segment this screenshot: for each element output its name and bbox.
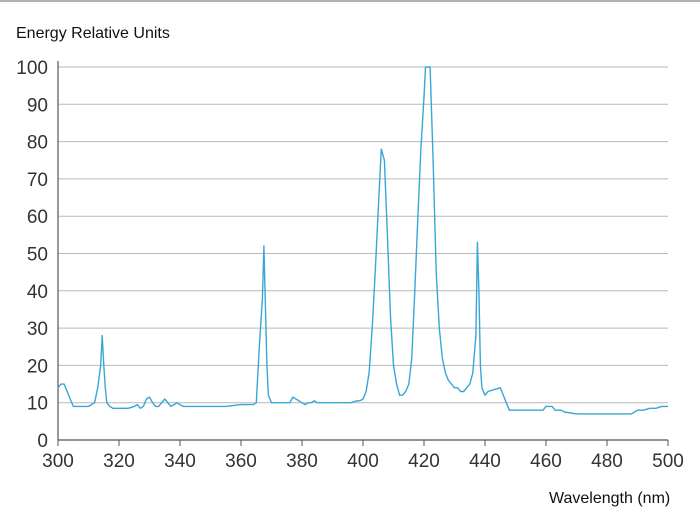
- x-tick-500: 500: [652, 451, 684, 472]
- x-tick-320: 320: [103, 451, 135, 472]
- y-tick-50: 50: [27, 245, 48, 266]
- spectrum-line-0: [57, 66, 668, 415]
- y-tick-10: 10: [27, 394, 48, 415]
- x-tick-400: 400: [347, 451, 379, 472]
- gridlines: [58, 66, 668, 404]
- y-axis-title: Energy Relative Units: [16, 25, 170, 42]
- y-tick-labels: 0 10 20 30 40 50 60 70 80 90 100: [16, 58, 48, 452]
- x-tick-440: 440: [469, 451, 501, 472]
- x-tick-480: 480: [591, 451, 623, 472]
- y-tick-40: 40: [27, 282, 48, 303]
- y-tick-100: 100: [16, 58, 48, 79]
- plot-area: [57, 66, 668, 415]
- y-tick-90: 90: [27, 95, 48, 116]
- x-tick-380: 380: [286, 451, 318, 472]
- y-tick-30: 30: [27, 319, 48, 340]
- axes: [57, 61, 669, 446]
- y-tick-20: 20: [27, 356, 48, 377]
- top-border: [0, 0, 700, 2]
- y-tick-0: 0: [37, 431, 48, 452]
- x-tick-360: 360: [225, 451, 257, 472]
- x-tick-420: 420: [408, 451, 440, 472]
- y-tick-60: 60: [27, 207, 48, 228]
- y-tick-80: 80: [27, 133, 48, 154]
- y-tick-70: 70: [27, 170, 48, 191]
- x-axis-title: Wavelength (nm): [549, 490, 671, 507]
- x-tick-labels: 300 320 340 360 380 400 420 440 460 480 500: [42, 451, 684, 472]
- x-tick-340: 340: [164, 451, 196, 472]
- x-tick-460: 460: [530, 451, 562, 472]
- x-tick-300: 300: [42, 451, 74, 472]
